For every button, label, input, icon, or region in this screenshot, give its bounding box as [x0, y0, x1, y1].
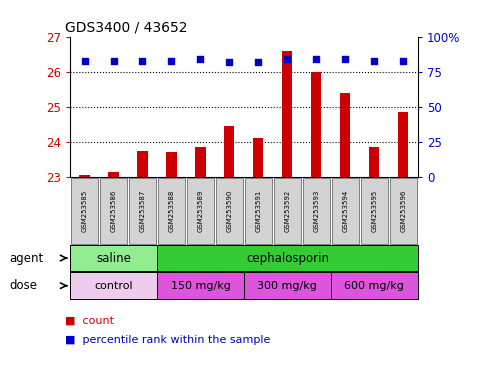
FancyBboxPatch shape	[158, 178, 185, 243]
FancyBboxPatch shape	[70, 272, 157, 299]
Text: ■  percentile rank within the sample: ■ percentile rank within the sample	[65, 335, 270, 345]
Point	[168, 58, 175, 64]
Bar	[398, 112, 409, 177]
Text: dose: dose	[10, 279, 38, 292]
FancyBboxPatch shape	[244, 272, 331, 299]
Text: GSM253588: GSM253588	[169, 189, 174, 232]
Text: GSM253590: GSM253590	[227, 189, 232, 232]
FancyBboxPatch shape	[361, 178, 388, 243]
Point	[81, 58, 88, 64]
Text: GSM253586: GSM253586	[111, 189, 116, 232]
Text: GSM253585: GSM253585	[82, 189, 87, 232]
Text: agent: agent	[10, 252, 44, 265]
Text: GSM253593: GSM253593	[313, 189, 319, 232]
FancyBboxPatch shape	[157, 245, 418, 271]
Text: GSM253589: GSM253589	[198, 189, 203, 232]
Text: GSM253591: GSM253591	[256, 189, 261, 232]
Point	[284, 56, 291, 62]
Point	[110, 58, 117, 64]
FancyBboxPatch shape	[129, 178, 156, 243]
Text: GSM253587: GSM253587	[140, 189, 145, 232]
Text: GDS3400 / 43652: GDS3400 / 43652	[65, 21, 188, 35]
Bar	[341, 93, 351, 177]
Text: saline: saline	[96, 252, 131, 265]
FancyBboxPatch shape	[70, 245, 157, 271]
FancyBboxPatch shape	[71, 178, 98, 243]
Bar	[225, 126, 235, 177]
Point	[399, 58, 407, 64]
FancyBboxPatch shape	[245, 178, 272, 243]
FancyBboxPatch shape	[216, 178, 243, 243]
Text: cephalosporin: cephalosporin	[246, 252, 329, 265]
Text: GSM253596: GSM253596	[400, 189, 406, 232]
Point	[197, 56, 204, 62]
Text: control: control	[94, 281, 133, 291]
Text: 600 mg/kg: 600 mg/kg	[344, 281, 404, 291]
Bar	[138, 151, 148, 177]
Bar	[369, 147, 380, 177]
FancyBboxPatch shape	[390, 178, 417, 243]
Bar	[167, 152, 177, 177]
FancyBboxPatch shape	[187, 178, 214, 243]
Text: 300 mg/kg: 300 mg/kg	[257, 281, 317, 291]
Text: 150 mg/kg: 150 mg/kg	[170, 281, 230, 291]
Point	[255, 59, 262, 65]
Point	[341, 56, 349, 62]
Point	[226, 59, 233, 65]
Text: GSM253594: GSM253594	[342, 189, 348, 232]
FancyBboxPatch shape	[157, 272, 244, 299]
Bar	[312, 72, 322, 177]
Text: ■  count: ■ count	[65, 316, 114, 326]
Bar	[196, 147, 206, 177]
FancyBboxPatch shape	[274, 178, 301, 243]
Point	[139, 58, 146, 64]
Text: GSM253595: GSM253595	[371, 189, 377, 232]
Point	[370, 58, 378, 64]
FancyBboxPatch shape	[100, 178, 127, 243]
Bar	[109, 172, 119, 177]
Point	[313, 56, 320, 62]
FancyBboxPatch shape	[331, 272, 418, 299]
FancyBboxPatch shape	[332, 178, 359, 243]
FancyBboxPatch shape	[303, 178, 330, 243]
Bar	[283, 51, 293, 177]
Text: GSM253592: GSM253592	[284, 189, 290, 232]
Bar	[254, 139, 264, 177]
Bar	[80, 175, 90, 177]
